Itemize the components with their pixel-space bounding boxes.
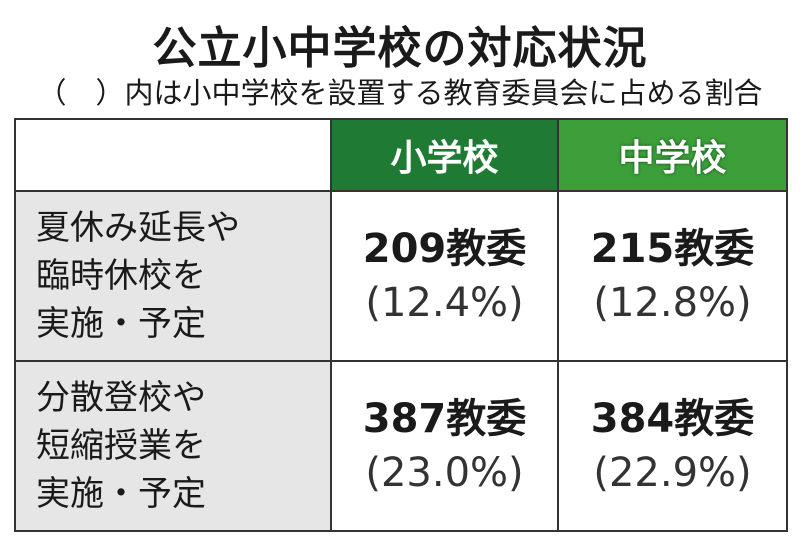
label-line: 短縮授業を [36,426,206,466]
percent: (12.8%) [593,280,752,326]
percent: (22.9%) [593,450,752,496]
table-row: 分散登校や短縮授業を実施・予定 387教委 (23.0%) 384教委 (22.9%) [14,360,788,532]
count: 384教委 [590,396,755,442]
percent: (12.4%) [365,280,524,326]
label-line: 実施・予定 [36,474,206,514]
header-row: 小学校 中学校 [14,118,788,192]
label-line: 臨時休校を [36,256,206,296]
corner-cell [14,118,332,192]
column-header: 中学校 [557,118,788,192]
percent: (23.0%) [365,450,524,496]
row-label: 分散登校や短縮授業を実施・予定 [14,360,332,532]
label-line: 分散登校や [36,378,206,418]
count: 215教委 [590,226,755,272]
value-cell: 209教委 (12.4%) [330,190,559,362]
label-line: 実施・予定 [36,304,206,344]
title: 公立小中学校の対応状況 [152,23,648,74]
table: 小学校 中学校 夏休み延長や 臨時休校を実施・予定 209教委 (12.4%) 215教… [14,118,788,532]
column-header: 小学校 [330,118,559,192]
count: 209教委 [362,226,527,272]
label-line: 夏休み延長や [36,208,240,248]
value-cell: 215教委 (12.8%) [557,190,788,362]
row-label: 夏休み延長や 臨時休校を実施・予定 [14,190,332,362]
count: 387教委 [362,396,527,442]
value-cell: 387教委 (23.0%) [330,360,559,532]
value-cell: 384教委 (22.9%) [557,360,788,532]
table-row: 夏休み延長や 臨時休校を実施・予定 209教委 (12.4%) 215教委 (12.8%) [14,190,788,362]
subtitle: （ ）内は小中学校を設置する教育委員会に占める割合 [37,76,763,110]
